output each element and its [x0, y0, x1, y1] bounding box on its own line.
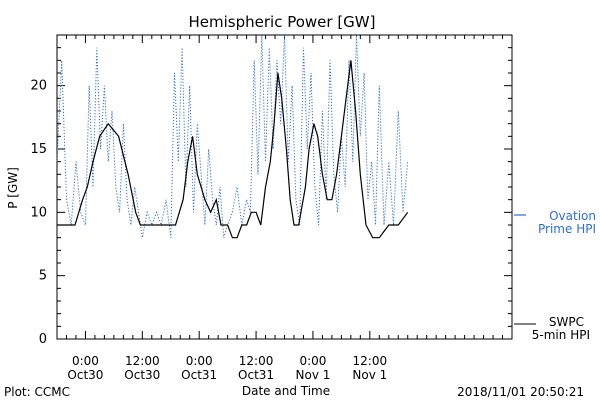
y-tick-label: 0: [39, 332, 47, 347]
x-tick-label-time: 12:00: [125, 354, 160, 368]
x-tick-label-date: Nov 1: [352, 368, 387, 382]
plot-credit: Plot: CCMC: [4, 385, 70, 399]
series-layer: [56, 34, 409, 239]
y-tick-label: 20: [30, 79, 47, 94]
y-tick-label: 10: [30, 205, 47, 220]
x-tick-label-time: 0:00: [72, 354, 99, 368]
plot-frame: [56, 34, 513, 340]
x-tick-label-date: Oct30: [124, 368, 160, 382]
x-tick-label-date: Nov 1: [296, 368, 331, 382]
x-tick-label-time: 0:00: [299, 354, 326, 368]
x-tick-label-date: Oct31: [238, 368, 274, 382]
x-tick-label-date: Oct31: [181, 368, 217, 382]
x-tick-label-time: 12:00: [353, 354, 388, 368]
legend-ovation-label-line1: Ovation: [549, 209, 596, 223]
x-axis-label: Date and Time: [242, 384, 330, 398]
legend: Ovation Prime HPI SWPC 5-min HPI: [514, 209, 596, 342]
axes: 051015200:00Oct3012:00Oct300:00Oct3112:0…: [30, 34, 513, 382]
y-tick-label: 15: [30, 142, 47, 157]
x-tick-label-time: 12:00: [239, 354, 274, 368]
legend-swpc-label-line2: 5-min HPI: [532, 328, 590, 342]
legend-swpc-label-line1: SWPC: [549, 315, 584, 329]
x-tick-label-date: Oct30: [67, 368, 103, 382]
series-line-ovation-prime: [56, 34, 409, 238]
x-tick-label-time: 0:00: [186, 354, 213, 368]
series-line-swpc: [57, 60, 409, 239]
chart-title: Hemispheric Power [GW]: [189, 13, 376, 31]
legend-ovation-label-line2: Prime HPI: [538, 222, 596, 236]
y-axis-label: P [GW]: [6, 167, 20, 209]
y-tick-label: 5: [39, 269, 47, 284]
timestamp: 2018/11/01 20:50:21: [457, 385, 584, 399]
